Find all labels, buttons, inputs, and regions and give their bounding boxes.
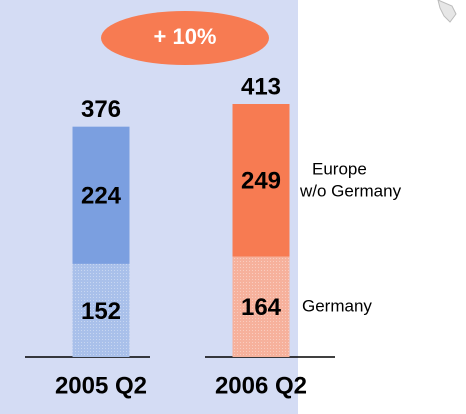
annotation: + 10% — [154, 24, 217, 49]
bar-texture — [72, 263, 130, 357]
value-label: 164 — [241, 294, 282, 321]
total-label: 413 — [241, 73, 281, 100]
value-label: 152 — [81, 298, 121, 325]
map-icon — [437, 0, 457, 23]
bar-segment — [72, 126, 130, 264]
x-tick-label: 2005 Q2 — [55, 372, 147, 399]
x-tick-label: 2006 Q2 — [215, 372, 307, 399]
bar-texture — [232, 256, 290, 357]
value-label: 249 — [241, 168, 281, 195]
total-label: 376 — [81, 96, 121, 123]
bar-segment — [232, 104, 290, 257]
annotation-bubble — [101, 11, 269, 65]
value-label: 224 — [81, 183, 122, 210]
legend-label: Europe w/o Germany — [299, 160, 402, 201]
legend-label: Germany — [302, 296, 372, 315]
